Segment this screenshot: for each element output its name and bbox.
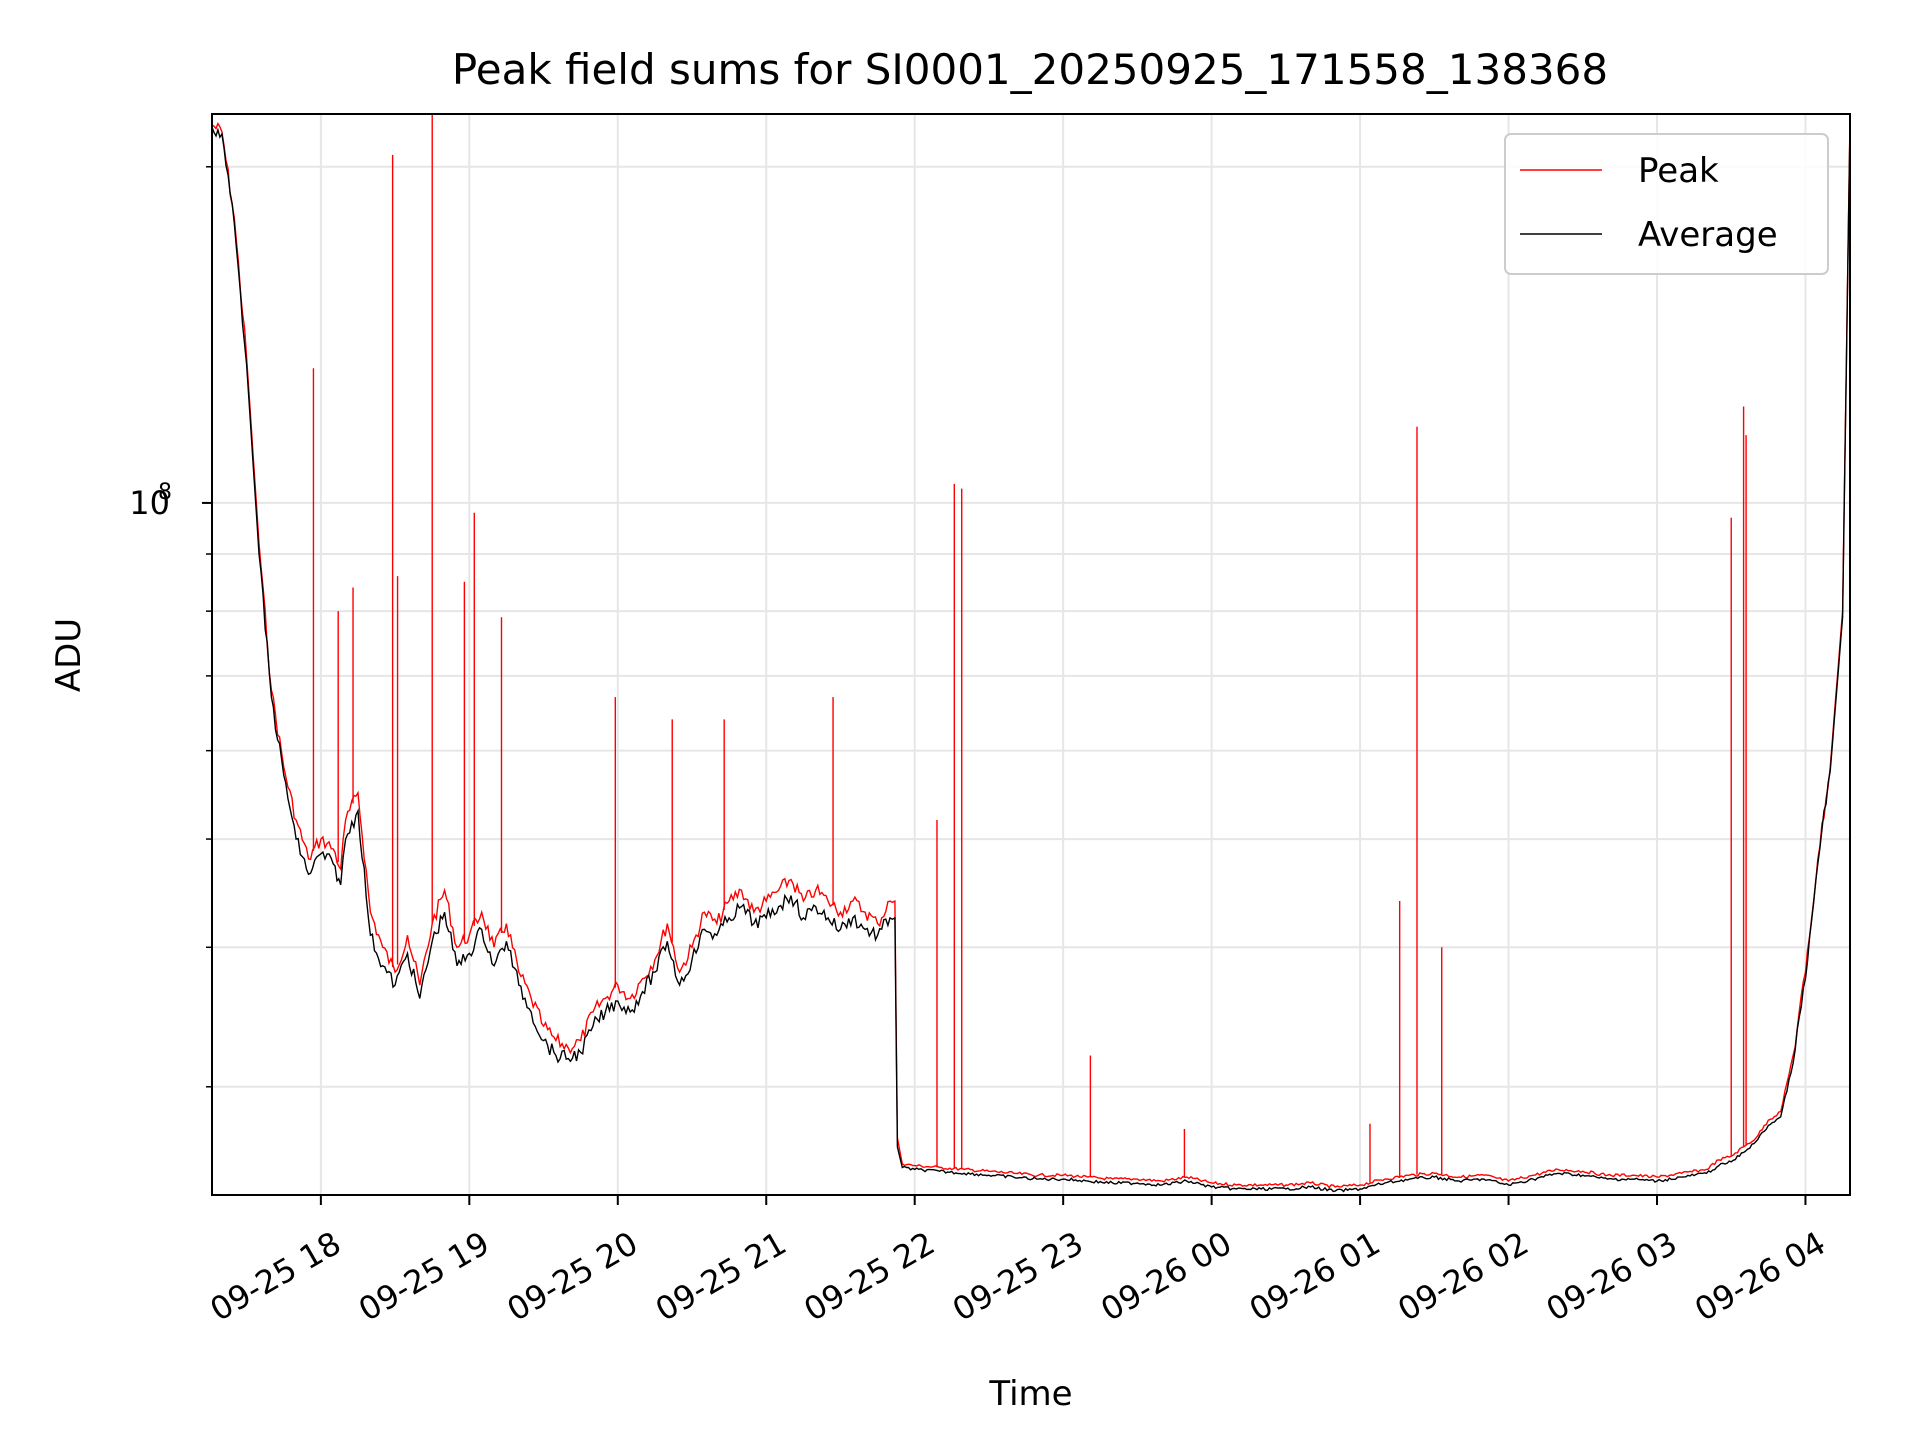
y-tick-label-exponent: 8 <box>158 480 172 505</box>
x-axis-label: Time <box>988 1374 1072 1414</box>
series-line-average <box>212 124 1850 1193</box>
legend-label-peak: Peak <box>1638 151 1719 191</box>
y-tick-label: 10 <box>129 484 170 522</box>
y-axis-label: ADU <box>49 618 89 692</box>
legend-label-average: Average <box>1638 215 1778 255</box>
chart-title: Peak field sums for SI0001_20250925_1715… <box>452 45 1608 94</box>
axes-frame <box>211 113 1851 1196</box>
series-layer <box>212 114 1850 1193</box>
series-line-peak <box>212 120 1850 1189</box>
legend-box <box>1504 133 1829 275</box>
legend: Peak Average <box>1504 133 1829 275</box>
plot-area <box>212 114 1850 1193</box>
